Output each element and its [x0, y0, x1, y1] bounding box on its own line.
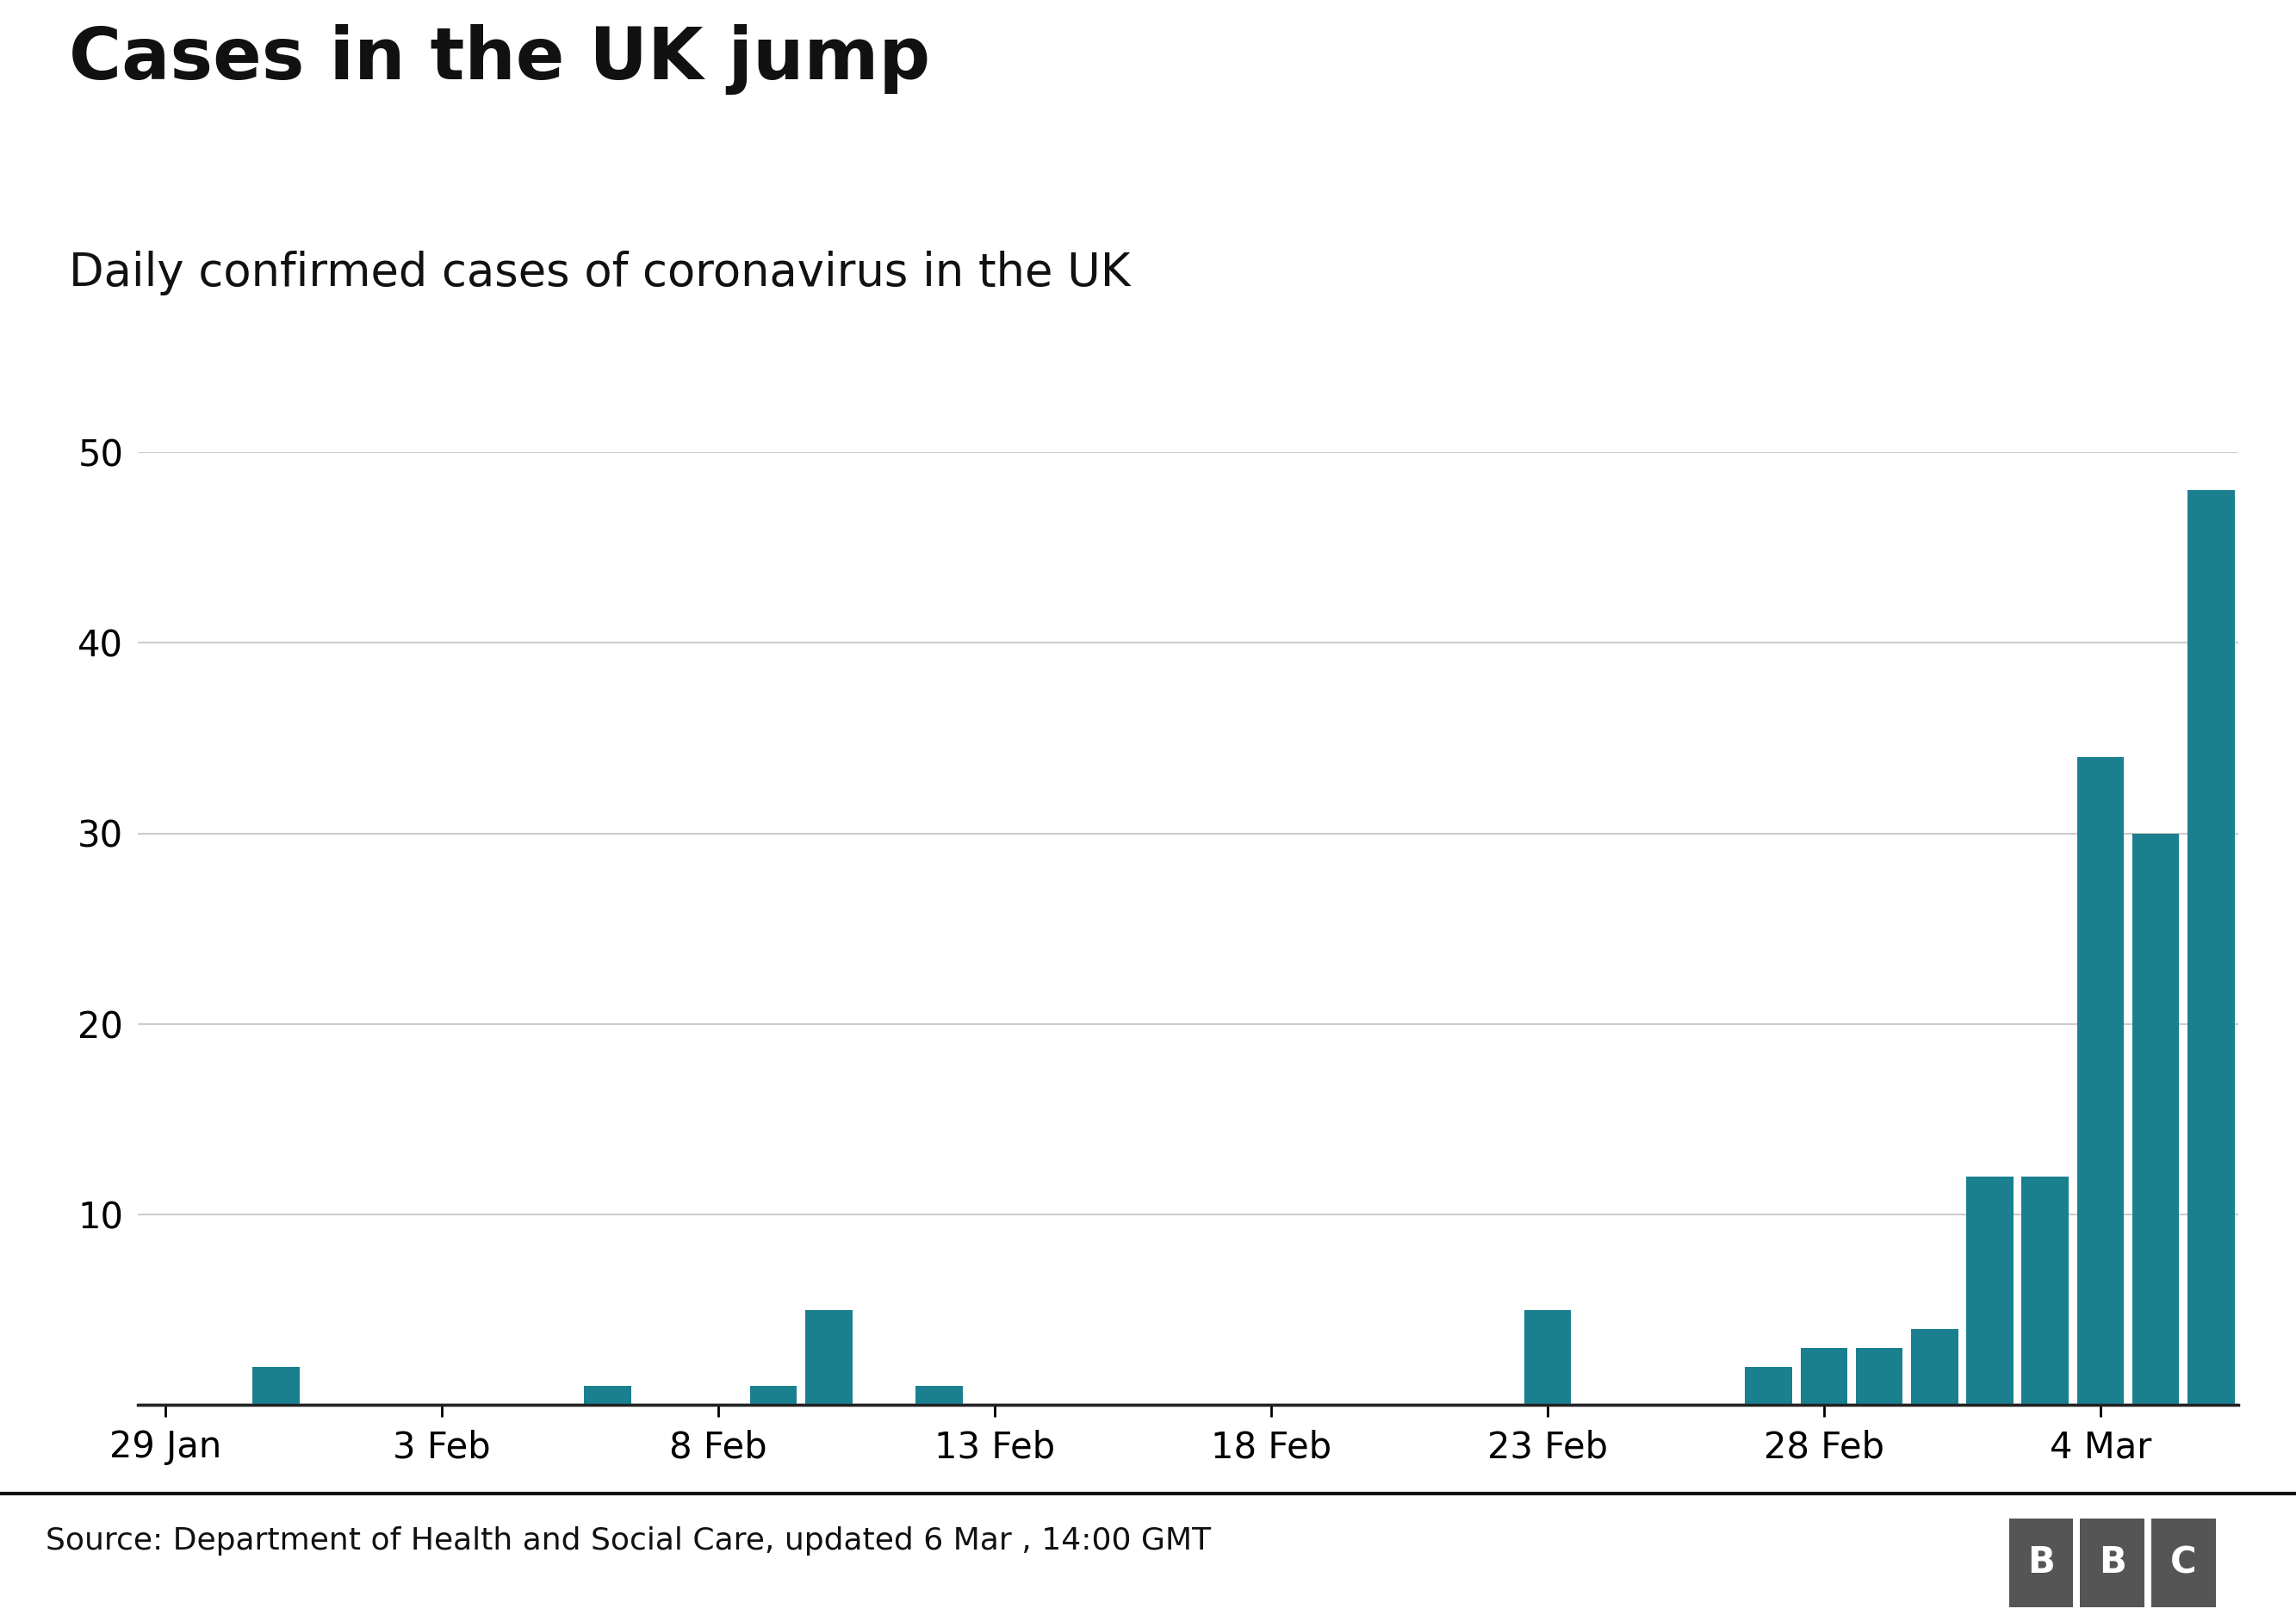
Bar: [1965, 1176, 2014, 1405]
Text: Cases in the UK jump: Cases in the UK jump: [69, 24, 930, 95]
Bar: [1525, 1310, 1570, 1405]
Bar: [2188, 491, 2234, 1405]
Text: B: B: [2099, 1544, 2126, 1581]
Bar: [1745, 1366, 1793, 1405]
Text: Source: Department of Health and Social Care, updated 6 Mar , 14:00 GMT: Source: Department of Health and Social …: [46, 1526, 1212, 1555]
Text: C: C: [2170, 1544, 2197, 1581]
Bar: [1800, 1349, 1848, 1405]
Bar: [2078, 757, 2124, 1405]
Bar: [806, 1310, 852, 1405]
Bar: [2020, 1176, 2069, 1405]
Bar: [2133, 833, 2179, 1405]
Bar: [583, 1386, 631, 1405]
Bar: [916, 1386, 962, 1405]
Text: Daily confirmed cases of coronavirus in the UK: Daily confirmed cases of coronavirus in …: [69, 250, 1130, 296]
Bar: [253, 1366, 298, 1405]
Text: B: B: [2027, 1544, 2055, 1581]
Bar: [1855, 1349, 1903, 1405]
Bar: [751, 1386, 797, 1405]
Bar: [1910, 1329, 1958, 1405]
